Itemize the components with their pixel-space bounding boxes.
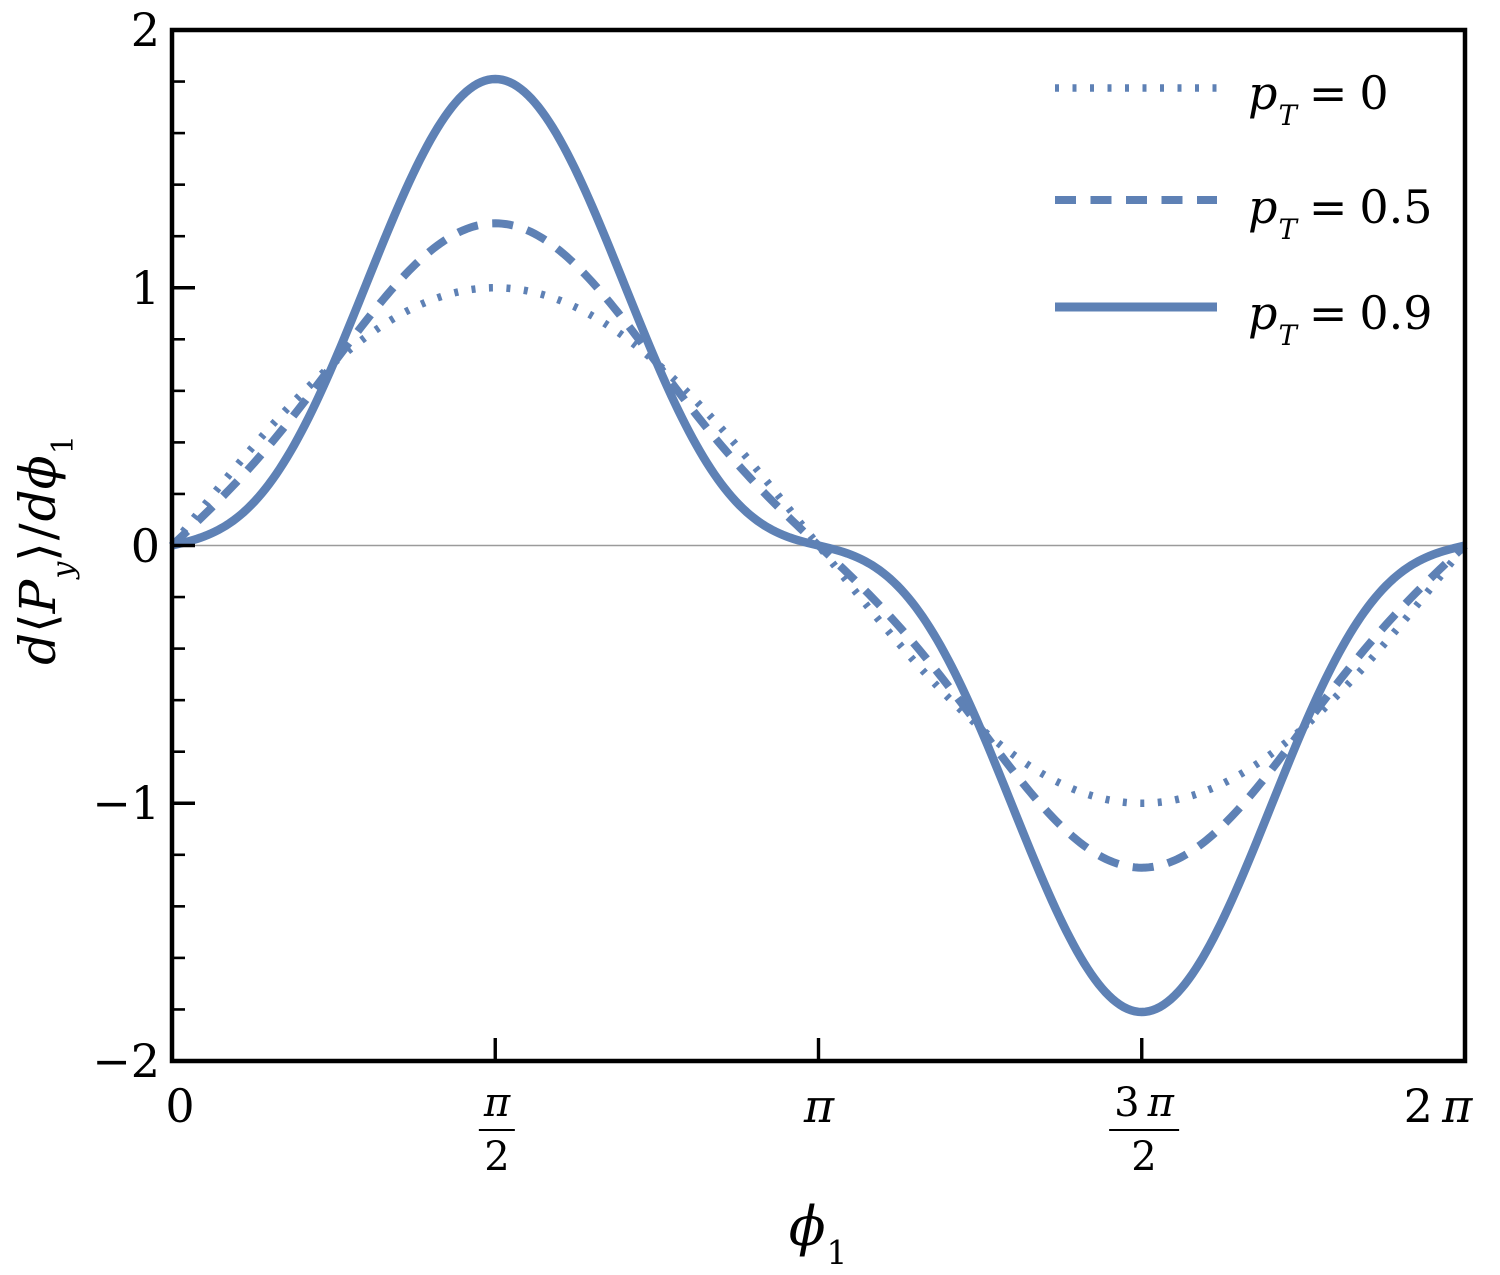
fraction-numerator: 3 π (1109, 1080, 1179, 1131)
fraction-denominator: 2 (484, 1134, 510, 1180)
x-tick-label-0: 0 (165, 1079, 195, 1133)
y-tick-label-0: 0 (130, 519, 160, 573)
x-tick-label-pi-over-2: π 2 (478, 1080, 516, 1180)
y-axis-label: d⟨Py⟩/dϕ1 (9, 435, 81, 665)
x-tick-label-3pi-over-2: 3 π 2 (1109, 1080, 1179, 1180)
y-tick-label-minus-1: −1 (92, 776, 160, 830)
legend-label-pt-0: pT = 0 (1248, 66, 1389, 133)
legend-label-pt-0.9: pT = 0.9 (1248, 286, 1433, 353)
fraction-denominator: 2 (1131, 1134, 1157, 1180)
legend-lines-group (1055, 84, 1217, 312)
x-tick-label-2pi: 2 π (1403, 1079, 1473, 1133)
x-axis-label: ϕ1 (788, 1195, 848, 1272)
y-tick-label-minus-2: −2 (92, 1034, 160, 1088)
y-tick-label-2: 2 (130, 3, 160, 57)
curve-pT=0.9 (171, 74, 1466, 1017)
fraction-numerator: π (478, 1080, 516, 1131)
curves-group (169, 74, 1468, 1017)
x-tick-label-pi: π (803, 1079, 835, 1133)
legend-label-pt-0.5: pT = 0.5 (1248, 180, 1433, 247)
y-tick-label-1: 1 (130, 261, 160, 315)
ticks-group (170, 28, 1467, 1063)
